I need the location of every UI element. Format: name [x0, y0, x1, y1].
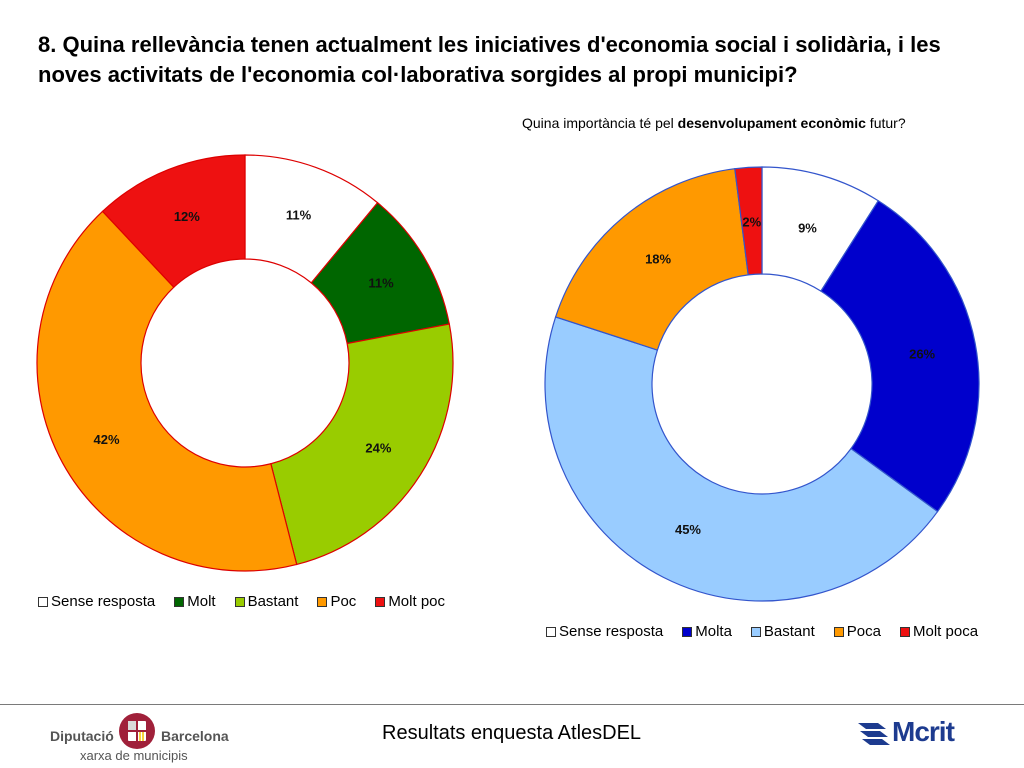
- legend-swatch: [234, 596, 245, 607]
- legend-item: Poc: [317, 593, 356, 610]
- donut-chart-relevance: 11% 11% 24% 42% 12%: [36, 154, 454, 572]
- subtitle-prefix: Quina importància té pel: [522, 115, 678, 131]
- data-label: 11%: [368, 276, 394, 291]
- slice-molta: [820, 199, 980, 513]
- legend-label: Molt poc: [388, 593, 446, 610]
- legend-item: Molt poca: [900, 623, 978, 640]
- chart1-legend: Sense resposta Molt Bastant Poc Molt poc: [38, 593, 445, 610]
- data-label: 2%: [742, 214, 761, 229]
- legend-item: Bastant: [750, 623, 815, 640]
- legend-swatch: [900, 626, 910, 637]
- data-label: 24%: [365, 441, 391, 456]
- legend-swatch: [833, 626, 844, 637]
- legend-swatch: [38, 596, 48, 607]
- legend-label: Molta: [695, 623, 732, 640]
- data-label: 42%: [94, 432, 120, 447]
- legend-swatch: [682, 626, 693, 637]
- logo-left-name2: Barcelona: [161, 728, 229, 744]
- chart2-legend: Sense resposta Molta Bastant Poca Molt poca: [546, 623, 978, 640]
- legend-label: Bastant: [763, 623, 815, 640]
- data-label: 45%: [675, 522, 701, 537]
- legend-label: Sense resposta: [51, 593, 156, 610]
- legend-label: Poca: [846, 623, 881, 640]
- slice-molt-poca: [734, 166, 763, 276]
- footer-divider: [0, 704, 1024, 705]
- data-label: 11%: [286, 207, 312, 222]
- mcrit-logo: Mcrit: [858, 716, 978, 750]
- data-label: 18%: [645, 251, 671, 266]
- legend-label: Poc: [330, 593, 357, 610]
- legend-item: Molt poc: [375, 593, 445, 610]
- chart2-subtitle: Quina importància té pel desenvolupament…: [522, 113, 1002, 133]
- subtitle-suffix: futur?: [865, 115, 906, 131]
- slice-poca: [554, 168, 749, 351]
- legend-swatch: [375, 596, 386, 607]
- slice-poc: [36, 210, 298, 572]
- data-label: 9%: [798, 220, 817, 235]
- legend-swatch: [546, 626, 556, 637]
- logo-left-name1: Diputació: [50, 728, 114, 744]
- mcrit-arrow-icon: [858, 723, 890, 745]
- legend-item: Bastant: [234, 593, 299, 610]
- legend-item: Sense resposta: [546, 623, 663, 640]
- legend-item: Molta: [682, 623, 732, 640]
- legend-label: Molt poca: [913, 623, 979, 640]
- legend-label: Sense resposta: [559, 623, 664, 640]
- data-label: 26%: [909, 346, 935, 361]
- coat-of-arms-icon: [119, 713, 155, 749]
- subtitle-bold: desenvolupament econòmic: [677, 115, 866, 131]
- slice-bastant: [270, 323, 454, 566]
- legend-label: Bastant: [247, 593, 299, 610]
- legend-label: Molt: [187, 593, 216, 610]
- legend-swatch: [750, 626, 761, 637]
- logo-left-sub: xarxa de municipis: [80, 748, 188, 763]
- slice-bastant: [544, 316, 939, 602]
- legend-swatch: [317, 596, 328, 607]
- legend-swatch: [174, 596, 185, 607]
- donut-chart-importance: 9% 26% 45% 18% 2%: [544, 166, 980, 602]
- legend-item: Molt: [174, 593, 216, 610]
- legend-item: Sense resposta: [38, 593, 155, 610]
- page-title: 8. Quina rellevància tenen actualment le…: [38, 32, 941, 87]
- legend-item: Poca: [833, 623, 881, 640]
- slice-molt-poc: [101, 154, 246, 289]
- data-label: 12%: [174, 209, 200, 224]
- diputacio-barcelona-logo: Diputació Barcelona xarxa de municipis: [50, 710, 240, 765]
- footer-caption: Resultats enquesta AtlesDEL: [382, 722, 642, 744]
- logo-right-text: Mcrit: [892, 716, 955, 747]
